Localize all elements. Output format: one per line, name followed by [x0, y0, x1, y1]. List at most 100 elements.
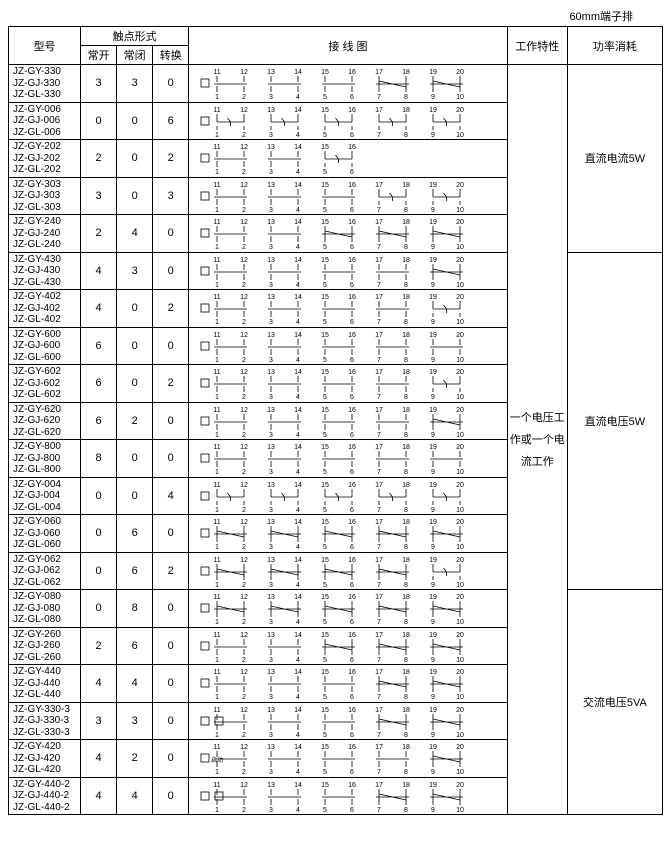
terminal-top-label: 15	[321, 407, 329, 414]
terminal-bot-label: 2	[242, 282, 246, 288]
terminal-top-label: 11	[214, 369, 221, 376]
terminal-bot-label: 9	[431, 319, 435, 325]
terminal-bot-label: 5	[323, 357, 327, 363]
terminal-bot-label: 7	[377, 282, 381, 288]
wiring-diagram: 1111221331441551661771881992010	[193, 704, 493, 738]
terminal-bot-label: 10	[456, 769, 464, 775]
terminal-top-label: 17	[375, 107, 383, 114]
terminal-top-label: 18	[402, 407, 410, 414]
model-number: JZ-GY-430	[13, 254, 76, 266]
terminal-top-label: 12	[240, 144, 248, 151]
model-number: JZ-GJ-060	[13, 528, 76, 540]
terminal-bot-label: 9	[431, 694, 435, 700]
terminal-top-label: 13	[267, 407, 275, 414]
terminal-bot-label: 2	[242, 394, 246, 400]
terminal-bot-label: 3	[269, 357, 273, 363]
terminal-top-label: 13	[267, 744, 275, 751]
model-number: JZ-GJ-303	[13, 190, 76, 202]
terminal-bot-label: 9	[431, 657, 435, 663]
terminal-top-label: 15	[321, 257, 329, 264]
terminal-top-label: 14	[294, 519, 302, 526]
terminal-bot-label: 4	[296, 807, 300, 813]
terminal-top-label: 20	[456, 632, 464, 639]
terminal-bot-label: 10	[456, 132, 464, 138]
model-number: JZ-GY-440-2	[13, 779, 76, 791]
terminal-top-label: 18	[402, 669, 410, 676]
contact-co: 2	[153, 290, 189, 328]
terminal-top-label: 18	[402, 744, 410, 751]
wiring-cell: 1111221331441551661771881992010	[189, 627, 507, 665]
terminal-top-label: 11	[214, 257, 221, 264]
terminal-top-label: 20	[456, 69, 464, 76]
terminal-bot-label: 6	[350, 694, 354, 700]
terminal-top-label: 19	[429, 632, 437, 639]
terminal-top-label: 14	[294, 257, 302, 264]
terminal-bot-label: 8	[404, 732, 408, 738]
terminal-bot-label: 8	[404, 244, 408, 250]
model-number: JZ-GJ-006	[13, 115, 76, 127]
terminal-top-label: 17	[375, 744, 383, 751]
contact-no: 0	[81, 515, 117, 553]
terminal-bot-label: 5	[323, 732, 327, 738]
wiring-diagram: 1111221331441551661771881992010	[193, 329, 493, 363]
terminal-top-label: 19	[429, 744, 437, 751]
model-number: JZ-GJ-240	[13, 228, 76, 240]
contact-co: 0	[153, 740, 189, 778]
terminal-bot-label: 4	[296, 282, 300, 288]
terminal-top-label: 12	[240, 369, 248, 376]
terminal-bot-label: 1	[215, 207, 219, 213]
terminal-bot-label: 2	[242, 619, 246, 625]
terminal-top-label: 17	[375, 782, 383, 789]
wiring-diagram: 1111221331441551661771881992010	[193, 591, 493, 625]
terminal-bot-label: 8	[404, 207, 408, 213]
terminal-top-label: 11	[214, 332, 221, 339]
terminal-top-label: 16	[348, 744, 356, 751]
terminal-top-label: 19	[429, 107, 437, 114]
terminal-top-label: 11	[214, 782, 221, 789]
terminal-bot-label: 7	[377, 469, 381, 475]
terminal-bot-label: 4	[296, 394, 300, 400]
terminal-bot-label: 10	[456, 94, 464, 100]
model-cell: JZ-GY-420JZ-GJ-420JZ-GL-420	[9, 740, 81, 778]
terminal-bot-label: 1	[215, 732, 219, 738]
terminal-top-label: 11	[214, 144, 221, 151]
terminal-top-label: 15	[321, 519, 329, 526]
terminal-bot-label: 10	[456, 619, 464, 625]
model-cell: JZ-GY-060JZ-GJ-060JZ-GL-060	[9, 515, 81, 553]
terminal-bot-label: 1	[215, 619, 219, 625]
terminal-top-label: 11	[214, 632, 221, 639]
terminal-top-label: 18	[402, 782, 410, 789]
model-cell: JZ-GY-600JZ-GJ-600JZ-GL-600	[9, 327, 81, 365]
contact-nc: 0	[117, 102, 153, 140]
terminal-bot-label: 9	[431, 432, 435, 438]
terminal-bot-label: 2	[242, 507, 246, 513]
terminal-top-label: 18	[402, 69, 410, 76]
model-cell: JZ-GY-260JZ-GJ-260JZ-GL-260	[9, 627, 81, 665]
terminal-top-label: 18	[402, 369, 410, 376]
terminal-top-label: 18	[402, 594, 410, 601]
terminal-bot-label: 8	[404, 432, 408, 438]
terminal-top-label: 19	[429, 519, 437, 526]
terminal-top-label: 16	[348, 782, 356, 789]
terminal-bot-label: 4	[296, 357, 300, 363]
terminal-bot-label: 1	[215, 394, 219, 400]
terminal-top-label: 16	[348, 294, 356, 301]
terminal-top-label: 15	[321, 482, 329, 489]
model-cell: JZ-GY-440-2JZ-GJ-440-2JZ-GL-440-2	[9, 777, 81, 815]
terminal-bot-label: 9	[431, 769, 435, 775]
wiring-diagram: 1111221331441551661771881992010	[193, 179, 493, 213]
terminal-bot-label: 5	[323, 807, 327, 813]
wiring-cell: 1111221331441551661771881992010	[189, 252, 507, 290]
terminal-bot-label: 10	[456, 207, 464, 213]
terminal-bot-label: 1	[215, 657, 219, 663]
terminal-top-label: 16	[348, 257, 356, 264]
model-cell: JZ-GY-402JZ-GJ-402JZ-GL-402	[9, 290, 81, 328]
model-cell: JZ-GY-062JZ-GJ-062JZ-GL-062	[9, 552, 81, 590]
terminal-bot-label: 8	[404, 394, 408, 400]
terminal-bot-label: 9	[431, 619, 435, 625]
contact-nc: 6	[117, 515, 153, 553]
terminal-bot-label: 1	[215, 769, 219, 775]
terminal-top-label: 16	[348, 369, 356, 376]
terminal-top-label: 13	[267, 107, 275, 114]
terminal-top-label: 11	[214, 707, 221, 714]
